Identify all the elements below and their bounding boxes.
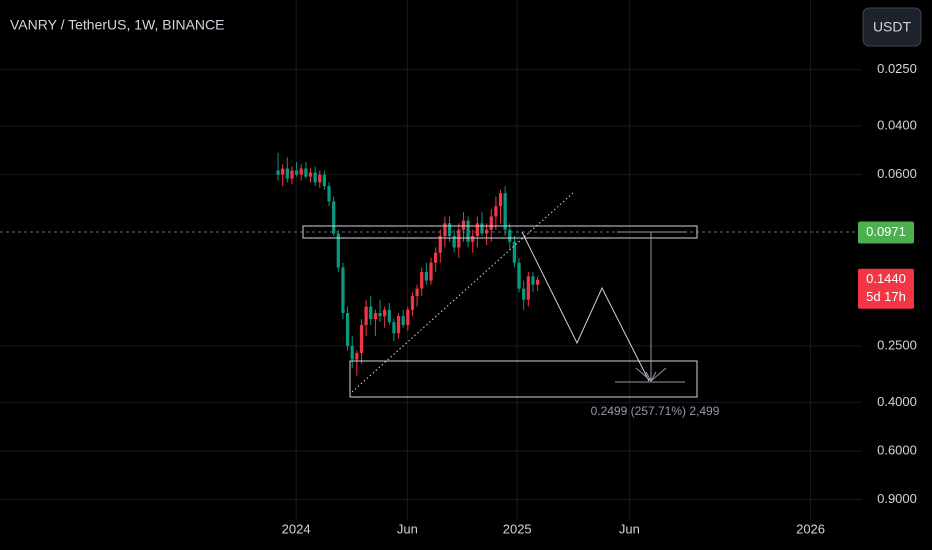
y-tick-label: 0.6000 bbox=[877, 442, 917, 457]
measure-v bbox=[635, 367, 667, 382]
candles bbox=[276, 152, 540, 376]
candle-body bbox=[308, 172, 313, 177]
candle-body bbox=[415, 288, 419, 297]
candle-body bbox=[355, 352, 359, 360]
candle-body bbox=[522, 288, 526, 300]
candle-body bbox=[438, 235, 442, 253]
candle-body bbox=[373, 313, 378, 320]
candle-body bbox=[318, 174, 322, 183]
x-tick-label: Jun bbox=[619, 521, 640, 536]
candle-body bbox=[498, 193, 503, 207]
y-tick-label: 0.0250 bbox=[877, 61, 917, 76]
candle-body bbox=[285, 168, 289, 179]
candle-body bbox=[392, 322, 396, 334]
y-tick-label: 0.4000 bbox=[877, 394, 917, 409]
candle-body bbox=[322, 174, 327, 187]
y-tick-label: 0.0600 bbox=[877, 166, 917, 181]
candle-body bbox=[443, 223, 447, 236]
x-tick-label: 2025 bbox=[503, 521, 532, 536]
candle-body bbox=[369, 306, 373, 320]
candle-body bbox=[341, 267, 345, 314]
candle-body bbox=[396, 316, 401, 334]
candle-body bbox=[350, 345, 354, 360]
chart-title: VANRY / TetherUS, 1W, BINANCE bbox=[10, 17, 224, 33]
candle-body bbox=[290, 170, 294, 179]
candle-body bbox=[531, 276, 535, 285]
candle-body bbox=[494, 206, 498, 217]
candle-body bbox=[276, 170, 280, 175]
candle-body bbox=[434, 252, 438, 263]
candle-body bbox=[475, 223, 479, 236]
currency-button-label[interactable]: USDT bbox=[873, 19, 912, 35]
trend-line bbox=[351, 192, 574, 393]
candle-body bbox=[332, 201, 336, 234]
candle-body bbox=[461, 220, 466, 230]
candle-body bbox=[336, 233, 340, 268]
projection-path bbox=[521, 231, 650, 382]
candle-body bbox=[378, 313, 382, 317]
candle-body bbox=[410, 296, 415, 310]
y-tick-label: 0.0400 bbox=[877, 117, 917, 132]
price-label: 0.0971 bbox=[866, 224, 906, 239]
candle-body bbox=[517, 262, 521, 289]
x-tick-label: 2024 bbox=[282, 521, 311, 536]
candle-body bbox=[466, 220, 470, 242]
candle-body bbox=[429, 262, 433, 281]
price-countdown: 5d 17h bbox=[866, 289, 906, 304]
candle-body bbox=[294, 170, 299, 175]
candle-body bbox=[345, 313, 350, 346]
candle-body bbox=[452, 235, 456, 248]
candle-body bbox=[281, 168, 285, 175]
candle-body bbox=[406, 309, 410, 326]
candle-body bbox=[383, 309, 387, 317]
target-box bbox=[349, 360, 698, 398]
candle-body bbox=[471, 235, 475, 242]
y-tick-label: 0.9000 bbox=[877, 491, 917, 506]
candle-body bbox=[508, 229, 512, 242]
price-label-bg bbox=[858, 268, 914, 309]
candle-body bbox=[489, 216, 493, 230]
x-tick-label: 2026 bbox=[796, 521, 825, 536]
candle-body bbox=[447, 223, 452, 236]
price-axis: 0.0250 0.0400 0.0600 0.2500 0.4000 0.6000 0.90… bbox=[282, 61, 917, 536]
price-label: 0.1440 bbox=[866, 271, 906, 286]
candle-body bbox=[304, 168, 308, 177]
price-label-bg bbox=[858, 221, 914, 244]
measure-label: 0.2499 (257.71%) 2,499 bbox=[591, 404, 720, 418]
drawings bbox=[302, 192, 698, 398]
candle-body bbox=[480, 223, 484, 234]
candle-body bbox=[359, 325, 364, 353]
candle-body bbox=[313, 172, 317, 183]
candle-body bbox=[424, 271, 428, 281]
candle-body bbox=[401, 316, 405, 326]
grid bbox=[0, 0, 862, 520]
candle-body bbox=[484, 229, 489, 234]
candle-body bbox=[457, 229, 461, 248]
candle-body bbox=[420, 271, 424, 289]
candle-body bbox=[512, 241, 517, 263]
y-tick-label: 0.2500 bbox=[877, 337, 917, 352]
candle-body bbox=[327, 186, 331, 202]
currency-button[interactable] bbox=[862, 7, 922, 47]
candle-body bbox=[364, 306, 368, 326]
resistance-box bbox=[302, 225, 698, 239]
candle-body bbox=[535, 279, 540, 285]
candle-body bbox=[503, 193, 507, 230]
x-tick-label: Jun bbox=[397, 521, 418, 536]
candle-body bbox=[299, 168, 303, 175]
candle-body bbox=[526, 276, 530, 300]
candle-body bbox=[387, 309, 391, 323]
